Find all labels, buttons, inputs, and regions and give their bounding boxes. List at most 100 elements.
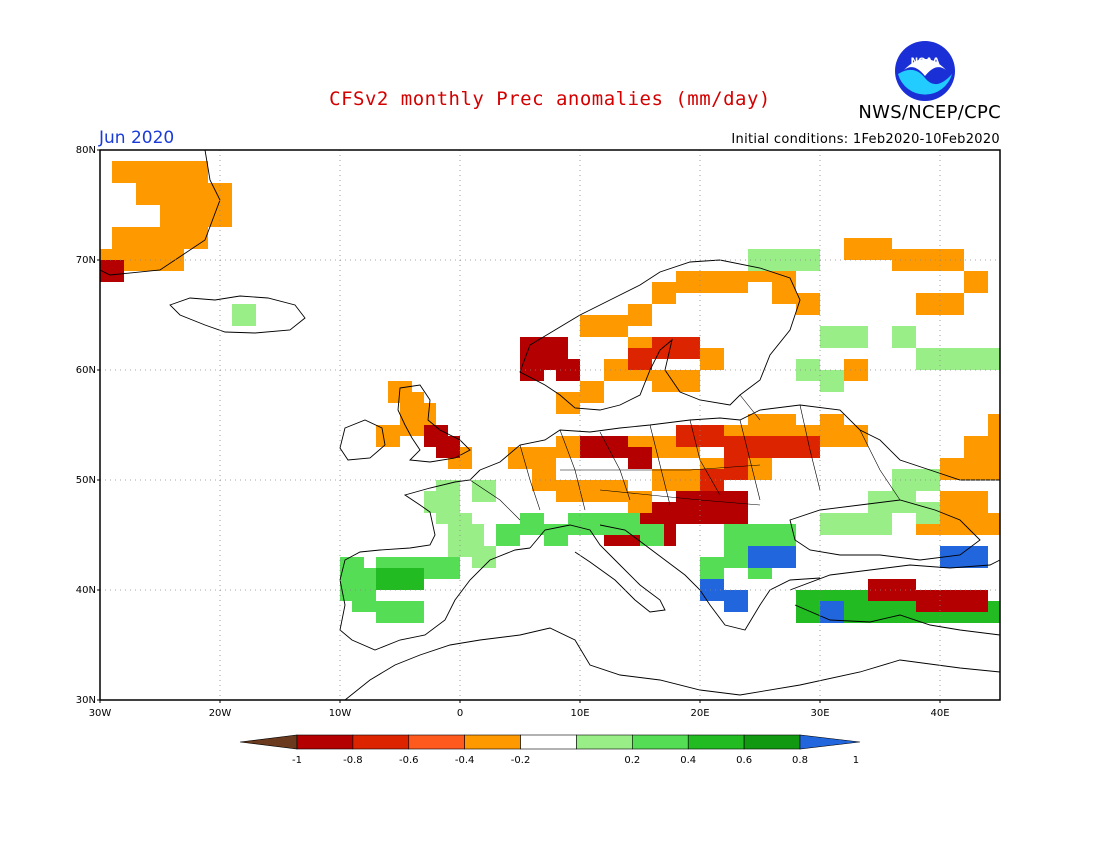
anomaly-cell-russia-green (892, 469, 916, 491)
agency-label: NWS/NCEP/CPC (858, 102, 1001, 123)
anomaly-cell-baltic-central (532, 447, 556, 469)
anomaly-cell-russia-green (868, 513, 892, 535)
anomaly-cell-turkey-red (916, 590, 940, 612)
logo-gull (904, 59, 946, 76)
anomaly-cell-russia-green (892, 491, 916, 513)
colorbar-segment (352, 734, 410, 750)
anomaly-cell-baltic-central (676, 469, 700, 491)
lat-tick-label: 30N (76, 695, 96, 706)
anomaly-cell-russia-orange (964, 513, 988, 535)
anomaly-cell-turkey-red (940, 590, 964, 612)
anomaly-cell-norway-red (544, 337, 568, 359)
anomaly-cell-turkey-blue (820, 601, 844, 623)
anomaly-cell-russia-orange (964, 271, 988, 293)
map-frame (99, 149, 1001, 701)
anomaly-cell-turkey-green (868, 601, 892, 623)
anomaly-cell-scandinavia-orange (796, 293, 820, 315)
anomaly-cell-russia-orange (940, 513, 964, 535)
anomaly-cell-baltic-red (724, 436, 748, 458)
anomaly-cell-central-red (700, 491, 724, 513)
anomaly-cell-greenland (136, 227, 160, 249)
anomaly-cell-russia-green (964, 348, 988, 370)
anomaly-cell-scandinavia-orange (628, 304, 652, 326)
anomaly-cell-russia-green (796, 249, 820, 271)
anomaly-cell-baltic-central (628, 491, 652, 513)
anomaly-cell-iberia-green (400, 601, 424, 623)
anomaly-cell-russia-green (868, 491, 892, 513)
anomaly-cell-iceland (232, 304, 256, 326)
anomaly-cell-baltic-central (556, 480, 580, 502)
anomaly-cell-russia-green (820, 326, 844, 348)
france-iberia-coast (339, 469, 531, 651)
anomaly-cell-russia-orange (940, 249, 964, 271)
anomaly-cell-scandinavia-orange (556, 392, 580, 414)
anomaly-cell-russia-orange (964, 436, 988, 458)
lat-tick-label: 80N (76, 145, 96, 156)
italy-coast (529, 524, 666, 613)
anomaly-cell-russia-orange (964, 491, 988, 513)
anomaly-cell-greenland (136, 161, 160, 183)
anomaly-cell-greenland (184, 205, 208, 227)
anomaly-cell-baltic-red (700, 425, 724, 447)
logo-wave (898, 69, 952, 95)
colorbar-label: -1 (292, 755, 302, 766)
colorbar-segment (687, 734, 745, 750)
anomaly-cell-greenland (160, 183, 184, 205)
scandinavia-coast (519, 259, 801, 411)
black-sea-coast (789, 499, 981, 561)
anomaly-cell-turkey-green (796, 601, 820, 623)
anomaly-cell-scandinavia-orange (724, 271, 748, 293)
colorbar-segment (576, 734, 633, 750)
anomaly-cell-turkey-green (988, 601, 1000, 623)
anomaly-cell-iberia-green (376, 601, 400, 623)
initial-conditions: Initial conditions: 1Feb2020-10Feb2020 (731, 132, 1000, 147)
anomaly-cell-central-red (724, 491, 748, 513)
anomaly-cell-baltic-central (772, 414, 796, 436)
anomaly-cell-alps-green (592, 513, 616, 535)
anomaly-cell-norway-red (556, 359, 580, 381)
anomaly-cell-greenland (184, 183, 208, 205)
anomaly-cell-iberia-green2 (376, 568, 400, 590)
colorbar-label: -0.4 (455, 755, 475, 766)
anomaly-cell-balkans-green (724, 524, 748, 546)
anomaly-cell-baltic-central (820, 414, 844, 436)
anomaly-cell-russia-orange (940, 458, 964, 480)
anomaly-cell-balkans-blue (724, 590, 748, 612)
anomaly-cell-sweden-red (652, 337, 676, 359)
anomaly-cell-alps-green (640, 524, 664, 546)
anomaly-cell-russia-green (916, 502, 940, 524)
anomaly-cell-scandinavia-orange (604, 315, 628, 337)
colorbar-label: 0.2 (624, 755, 640, 766)
anomaly-cell-baltic-central (556, 436, 580, 458)
anomaly-cell-russia-orange (988, 436, 1000, 458)
anomaly-cell-iberia-green2 (400, 568, 424, 590)
lon-tick-label: 10E (570, 708, 589, 719)
colorbar-label: 0.4 (680, 755, 696, 766)
anomaly-cell-scandinavia-orange (580, 315, 604, 337)
anomaly-cell-france-green (472, 546, 496, 568)
anomaly-cell-baltic-red (772, 436, 796, 458)
anomaly-cell-scandinavia-orange (652, 282, 676, 304)
anomaly-cell-uk-ireland (376, 425, 400, 447)
logo-text: NOAA (911, 57, 940, 67)
colorbar-label: -0.6 (399, 755, 419, 766)
anomaly-cell-russia-green (916, 348, 940, 370)
colorbar-label: -0.8 (343, 755, 363, 766)
colorbar-label: -0.2 (511, 755, 531, 766)
anomaly-cell-greenland (160, 205, 184, 227)
anomaly-cell-scandinavia-orange (700, 348, 724, 370)
anomaly-cell-russia-orange (868, 238, 892, 260)
axis-ticks: 80N 70N 60N 50N 40N 30N 30W 20W 10W 0 10E 20E 30E 40E (76, 145, 950, 719)
anomaly-cell-alps-green (544, 524, 568, 546)
anomaly-cell-baltic-central (652, 436, 676, 458)
uk-coast (397, 384, 471, 463)
anomaly-cell-baltic-central (748, 458, 772, 480)
anomaly-cells (100, 161, 1000, 623)
colorbar-segment (464, 734, 521, 750)
anomaly-cell-iberia-green (436, 557, 460, 579)
anomaly-cell-turkey-green (892, 601, 916, 623)
map-title: CFSv2 monthly Prec anomalies (mm/day) (329, 88, 771, 110)
anomaly-cell-greenland (112, 227, 136, 249)
anomaly-cell-turkey-blue (940, 546, 964, 568)
greenland-coast (99, 149, 221, 276)
